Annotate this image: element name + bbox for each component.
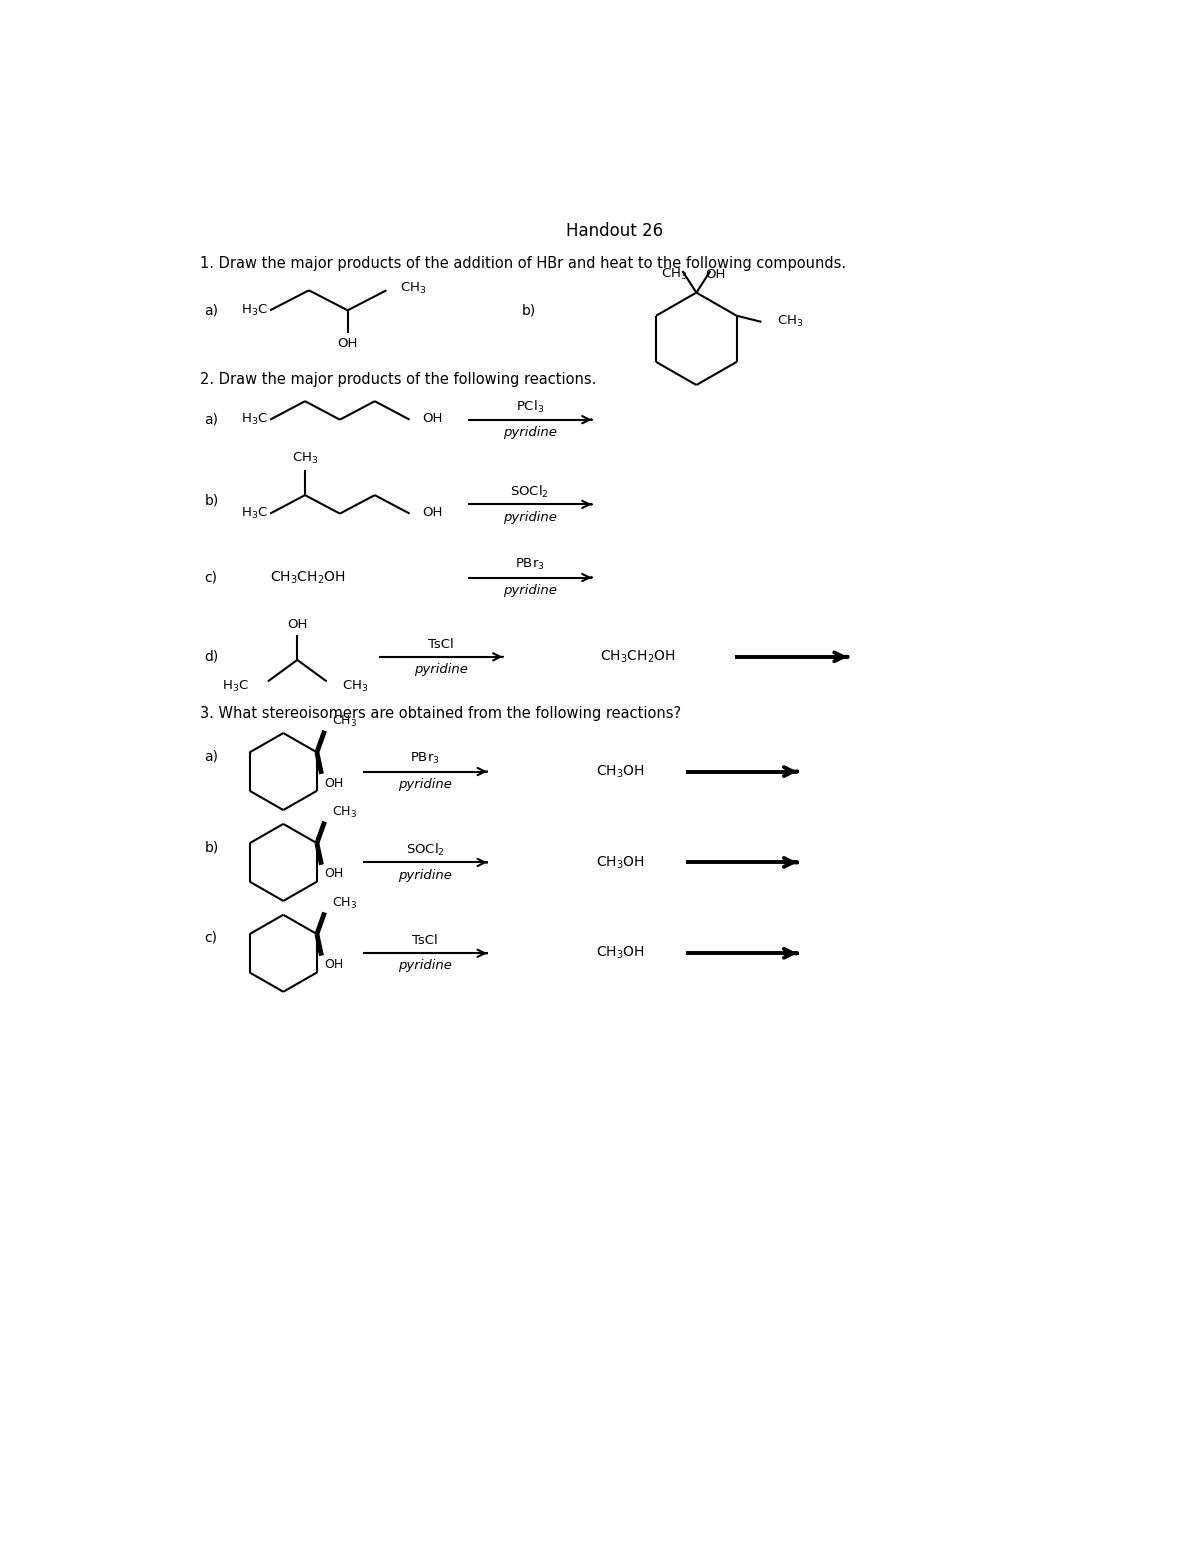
Text: pyridine: pyridine (503, 426, 557, 439)
Text: $\mathregular{PBr_3}$: $\mathregular{PBr_3}$ (410, 752, 440, 766)
Text: $\mathregular{CH_3}$: $\mathregular{CH_3}$ (332, 804, 358, 820)
Text: $\mathregular{CH_3}$: $\mathregular{CH_3}$ (332, 896, 358, 910)
Text: $\mathregular{CH_3}$: $\mathregular{CH_3}$ (776, 314, 804, 329)
Text: c): c) (204, 930, 217, 944)
Text: $\mathregular{CH_3}$: $\mathregular{CH_3}$ (401, 281, 427, 297)
Text: $\mathregular{H_3C}$: $\mathregular{H_3C}$ (241, 506, 268, 522)
Text: $\mathregular{CH_3}$: $\mathregular{CH_3}$ (332, 714, 358, 728)
Text: $\mathregular{CH_3}$: $\mathregular{CH_3}$ (661, 267, 688, 283)
Text: d): d) (204, 649, 218, 663)
Text: $\mathregular{CH_3OH}$: $\mathregular{CH_3OH}$ (595, 764, 644, 780)
Text: a): a) (204, 749, 218, 763)
Text: c): c) (204, 570, 217, 584)
Text: a): a) (204, 303, 218, 317)
Text: OH: OH (325, 776, 344, 789)
Text: $\mathregular{CH_3OH}$: $\mathregular{CH_3OH}$ (595, 854, 644, 871)
Text: pyridine: pyridine (398, 868, 452, 882)
Text: 2. Draw the major products of the following reactions.: 2. Draw the major products of the follow… (200, 373, 596, 387)
Text: pyridine: pyridine (398, 778, 452, 790)
Text: TsCl: TsCl (427, 638, 454, 651)
Text: OH: OH (325, 958, 344, 971)
Text: $\mathregular{PBr_3}$: $\mathregular{PBr_3}$ (515, 558, 545, 573)
Text: $\mathregular{SOCl_2}$: $\mathregular{SOCl_2}$ (510, 483, 550, 500)
Text: 1. Draw the major products of the addition of HBr and heat to the following comp: 1. Draw the major products of the additi… (200, 256, 846, 270)
Text: $\mathregular{H_3C}$: $\mathregular{H_3C}$ (222, 679, 250, 694)
Text: b): b) (522, 303, 536, 317)
Text: b): b) (204, 840, 218, 854)
Text: $\mathregular{SOCl_2}$: $\mathregular{SOCl_2}$ (406, 842, 444, 857)
Text: 3. What stereoisomers are obtained from the following reactions?: 3. What stereoisomers are obtained from … (200, 707, 682, 721)
Text: OH: OH (287, 618, 307, 631)
Text: $\mathregular{CH_3}$: $\mathregular{CH_3}$ (292, 452, 318, 466)
Text: OH: OH (337, 337, 358, 349)
Text: pyridine: pyridine (503, 584, 557, 596)
Text: $\mathregular{CH_3CH_2OH}$: $\mathregular{CH_3CH_2OH}$ (270, 570, 346, 585)
Text: b): b) (204, 494, 218, 508)
Text: $\mathregular{CH_3}$: $\mathregular{CH_3}$ (342, 679, 368, 694)
Text: $\mathregular{H_3C}$: $\mathregular{H_3C}$ (241, 303, 268, 318)
Text: pyridine: pyridine (414, 663, 468, 676)
Text: $\mathregular{CH_3OH}$: $\mathregular{CH_3OH}$ (595, 946, 644, 961)
Text: pyridine: pyridine (398, 960, 452, 972)
Text: OH: OH (325, 868, 344, 881)
Text: OH: OH (422, 506, 443, 519)
Text: $\mathregular{PCl_3}$: $\mathregular{PCl_3}$ (516, 399, 544, 415)
Text: $\mathregular{CH_3CH_2OH}$: $\mathregular{CH_3CH_2OH}$ (600, 649, 676, 665)
Text: OH: OH (706, 269, 726, 281)
Text: TsCl: TsCl (413, 933, 438, 947)
Text: OH: OH (422, 413, 443, 426)
Text: pyridine: pyridine (503, 511, 557, 523)
Text: Handout 26: Handout 26 (566, 222, 664, 241)
Text: $\mathregular{H_3C}$: $\mathregular{H_3C}$ (241, 412, 268, 427)
Text: a): a) (204, 413, 218, 427)
